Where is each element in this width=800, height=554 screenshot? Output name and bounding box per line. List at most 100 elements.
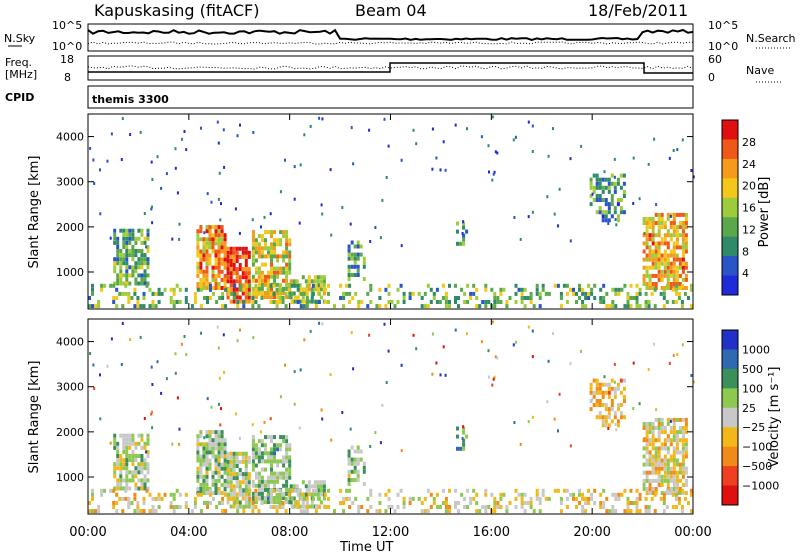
power-cell <box>493 304 497 309</box>
velocity-cell <box>287 492 291 497</box>
power-cell <box>607 202 611 207</box>
velocity-cell <box>684 470 688 475</box>
velocity-cell <box>202 478 206 483</box>
velocity-cell <box>666 478 670 483</box>
velocity-cell <box>146 462 150 467</box>
velocity-cell <box>196 454 200 459</box>
velocity-cell <box>275 509 279 514</box>
velocity-cell <box>205 430 209 435</box>
velocity-cell <box>196 450 200 455</box>
velocity-cell <box>146 441 150 446</box>
velocity-cell <box>232 504 236 509</box>
power-cell <box>359 252 363 257</box>
power-cell <box>608 304 612 309</box>
power-cell <box>128 236 132 241</box>
velocity-cell <box>214 462 218 467</box>
power-cell <box>288 258 292 263</box>
velocity-cell <box>307 492 311 497</box>
velocity-cell <box>134 454 138 458</box>
velocity-cell <box>137 441 141 446</box>
velocity-cell <box>341 411 344 414</box>
velocity-cell <box>575 505 578 509</box>
velocity-cell <box>267 500 270 505</box>
power-cell <box>663 249 667 254</box>
velocity-cell <box>559 509 563 514</box>
velocity-cell <box>527 420 530 424</box>
velocity-cell <box>257 451 261 456</box>
power-cell <box>648 217 652 221</box>
power-cell <box>538 291 542 296</box>
power-cell <box>233 291 237 296</box>
velocity-cell <box>660 430 664 435</box>
power-cell <box>211 269 215 274</box>
velocity-cell <box>660 442 664 447</box>
power-cell <box>683 291 687 296</box>
power-cell <box>299 163 302 167</box>
velocity-cell <box>669 487 673 491</box>
power-cell <box>193 300 197 304</box>
velocity-cell <box>92 363 95 367</box>
velocity-cell <box>206 397 209 401</box>
power-cell <box>125 281 129 286</box>
power-cell <box>301 275 305 280</box>
velocity-cell <box>267 479 270 484</box>
power-cell <box>119 257 123 262</box>
velocity-cell <box>254 475 258 480</box>
power-cell <box>402 296 406 300</box>
velocity-cell <box>202 450 206 455</box>
power-cell <box>456 221 459 226</box>
power-cell <box>214 265 218 270</box>
velocity-cell <box>353 457 357 462</box>
velocity-cell <box>593 501 597 505</box>
power-cell <box>598 194 602 198</box>
velocity-cell <box>345 496 349 501</box>
velocity-cell <box>290 488 294 493</box>
power-cell <box>238 275 242 280</box>
velocity-cell <box>270 451 273 456</box>
power-cell <box>115 304 119 309</box>
power-cell <box>122 261 126 266</box>
velocity-cell <box>285 451 289 456</box>
velocity-cell <box>662 496 666 501</box>
power-cell <box>133 291 137 296</box>
power-cell <box>565 300 569 304</box>
velocity-cell <box>125 482 129 487</box>
velocity-cell <box>348 488 352 493</box>
velocity-cell <box>196 474 200 479</box>
power-cell <box>257 278 261 283</box>
velocity-cell <box>129 338 132 341</box>
velocity-cell <box>604 403 608 407</box>
power-cell <box>242 300 246 304</box>
velocity-cell <box>136 509 140 514</box>
power-cell <box>651 282 655 286</box>
velocity-cell <box>657 458 661 463</box>
x-tick-label: 16:00 <box>473 525 510 540</box>
power-cell <box>196 287 200 292</box>
power-cell <box>264 274 267 279</box>
velocity-cell <box>235 484 239 489</box>
power-cell <box>137 249 141 253</box>
power-cell <box>140 273 144 278</box>
y-tick-label: 4000 <box>56 131 84 144</box>
velocity-cell <box>651 434 655 439</box>
power-cell <box>662 304 666 309</box>
velocity-cell <box>146 466 150 471</box>
power-cell <box>611 304 615 309</box>
velocity-cell <box>200 331 202 335</box>
velocity-cell <box>592 390 596 395</box>
power-cell <box>264 291 267 295</box>
velocity-cell <box>651 466 655 471</box>
velocity-cell <box>672 462 676 467</box>
power-cell <box>369 287 373 292</box>
power-cell <box>663 237 667 242</box>
velocity-cell <box>604 390 608 395</box>
power-cell <box>285 254 289 259</box>
velocity-cell <box>248 488 252 493</box>
power-cell <box>140 257 144 262</box>
noise-right-tick-low: 10^0 <box>708 40 738 53</box>
noise-left-tick-high: 10^5 <box>52 19 82 32</box>
power-cell <box>223 273 227 278</box>
power-cell <box>97 304 101 309</box>
power-cell <box>260 262 264 267</box>
